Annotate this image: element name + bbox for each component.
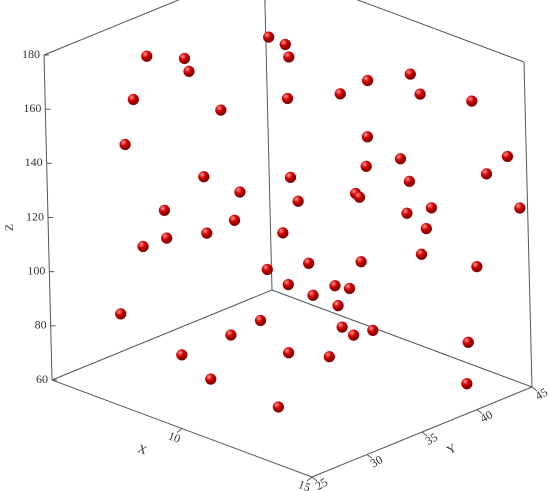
data-point [282, 278, 294, 291]
z-tick-label: 120 [26, 209, 44, 223]
x-axis-title: X [136, 441, 149, 457]
data-point [332, 300, 344, 312]
x-tick [176, 428, 183, 433]
data-point [355, 256, 367, 268]
data-point [176, 349, 188, 361]
x-tick [306, 476, 313, 482]
frame-line [271, 289, 533, 388]
y-tick [311, 476, 318, 482]
y-tick-label: 35 [423, 430, 440, 448]
y-tick [366, 454, 373, 459]
data-point [261, 263, 273, 276]
data-point [360, 160, 372, 173]
data-point [161, 232, 173, 244]
data-point [347, 329, 360, 341]
z-tick-label: 60 [36, 372, 48, 386]
y-tick [421, 431, 428, 437]
data-point [425, 202, 438, 214]
x-tick-label: 10 [166, 429, 182, 446]
data-point [119, 138, 131, 151]
y-tick-label: 25 [313, 475, 330, 491]
data-point [201, 227, 213, 239]
data-point [141, 50, 153, 62]
data-point [215, 104, 227, 116]
z-tick-label: 140 [25, 155, 43, 169]
data-point [323, 351, 335, 363]
y-axis-title: Y [444, 441, 459, 458]
data-point [466, 95, 478, 107]
data-point [462, 336, 474, 348]
data-point [353, 191, 366, 203]
data-point [394, 153, 407, 165]
data-point [403, 175, 416, 188]
frame-line [43, 0, 180, 56]
data-point [480, 168, 493, 180]
data-point [284, 171, 297, 184]
data-point [198, 171, 210, 183]
y-tick [476, 409, 483, 414]
data-point [281, 92, 294, 105]
z-tick-label: 100 [27, 263, 45, 277]
data-point [158, 204, 171, 217]
data-point [420, 222, 432, 235]
data-point [367, 324, 379, 337]
data-point [461, 378, 473, 390]
data-point [334, 88, 346, 100]
data-point [277, 227, 289, 239]
data-point [501, 150, 514, 163]
data-point [414, 88, 426, 100]
data-point [127, 93, 139, 106]
frame-line [51, 289, 273, 381]
data-point [283, 51, 295, 63]
y-tick-label: 45 [533, 385, 550, 403]
frame-line [523, 61, 533, 388]
data-point [415, 248, 428, 260]
data-point [263, 31, 275, 43]
y-tick-label: 30 [368, 452, 385, 470]
data-point [307, 289, 319, 301]
data-point [514, 202, 526, 214]
x-tick-label: 15 [296, 477, 312, 491]
data-point [283, 347, 295, 359]
data-point [292, 195, 304, 207]
z-tick-label: 80 [35, 318, 47, 332]
data-point [225, 329, 237, 341]
frame-line [356, 0, 525, 63]
z-axis-title: Z [2, 224, 16, 231]
data-point [336, 321, 348, 333]
frame-line [264, 0, 273, 291]
data-point [279, 38, 291, 51]
data-point [329, 280, 341, 292]
data-point [303, 257, 315, 269]
y-tick-label: 40 [478, 407, 495, 425]
data-point [228, 214, 241, 226]
y-tick [531, 386, 538, 392]
data-point [343, 282, 356, 295]
data-point [272, 401, 285, 413]
data-point [137, 240, 149, 253]
z-tick-label: 160 [23, 101, 41, 115]
data-point [178, 52, 191, 65]
z-tick-label: 180 [22, 47, 40, 61]
data-point [361, 131, 374, 143]
data-point [115, 308, 127, 320]
data-point [234, 186, 246, 198]
data-point [361, 74, 374, 87]
data-point [205, 373, 217, 385]
data-point [404, 68, 416, 80]
data-point [254, 314, 267, 327]
data-point [183, 65, 195, 78]
data-point [401, 207, 413, 219]
data-point [471, 261, 483, 273]
